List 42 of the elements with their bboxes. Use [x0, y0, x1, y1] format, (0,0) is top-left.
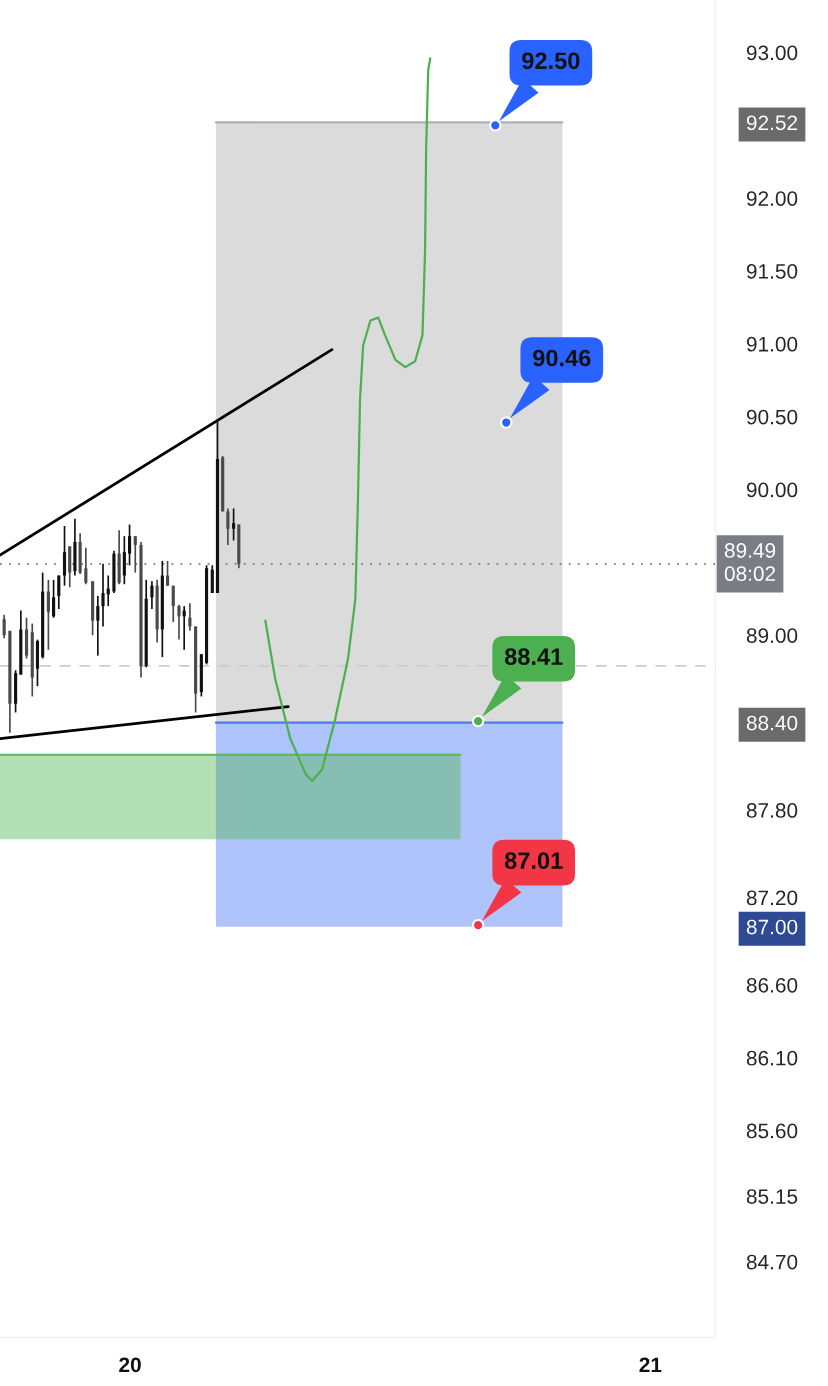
y-tick-label: 85.15: [746, 1189, 798, 1204]
y-tick-label: 84.70: [746, 1254, 798, 1270]
data-label: 90.46: [533, 349, 591, 367]
y-tick-label: 92.52: [746, 115, 798, 131]
data-label: 87.01: [504, 852, 563, 870]
candlestick: [84, 546, 88, 586]
data-label: 88.41: [504, 648, 563, 666]
y-tick-label: 88.40: [746, 715, 798, 731]
candlestick: [46, 579, 50, 651]
candlestick: [52, 579, 56, 619]
y-tick-label: 91.50: [746, 264, 798, 279]
y-tick-label: 93.00: [746, 45, 798, 61]
candlestick: [182, 605, 186, 651]
candlestick: [226, 507, 230, 546]
x-tick-label: 21: [639, 1357, 662, 1373]
candlestick: [210, 564, 214, 594]
y-tick-label: 90.50: [746, 409, 798, 425]
candlestick: [101, 563, 105, 628]
y-tick-label: 86.60: [746, 977, 798, 993]
y-tick-label: 87.20: [746, 890, 798, 906]
candlestick: [133, 535, 137, 574]
ref-line-label: 89.49 08:02: [724, 543, 776, 582]
y-tick-label: 85.60: [746, 1123, 798, 1139]
candlestick: [122, 535, 126, 586]
y-tick-label: 87.00: [746, 919, 798, 935]
candlestick: [2, 614, 6, 639]
candlestick: [171, 584, 175, 623]
y-tick-label: 89.00: [746, 628, 798, 643]
data-label: 92.50: [522, 52, 580, 70]
y-tick-label: 90.00: [746, 482, 798, 498]
y-tick-label: 92.00: [746, 191, 798, 206]
candlestick: [127, 523, 132, 567]
candlestick: [177, 603, 181, 641]
y-tick-label: 91.00: [746, 336, 798, 352]
x-tick-label: 20: [119, 1357, 141, 1373]
candlestick: [57, 574, 61, 610]
y-tick-label: 87.80: [746, 803, 798, 818]
y-tick-label: 86.10: [746, 1050, 798, 1066]
candlestick: [96, 595, 100, 657]
candlestick: [62, 525, 67, 587]
candlestick: [232, 507, 236, 542]
candlestick: [165, 560, 170, 587]
